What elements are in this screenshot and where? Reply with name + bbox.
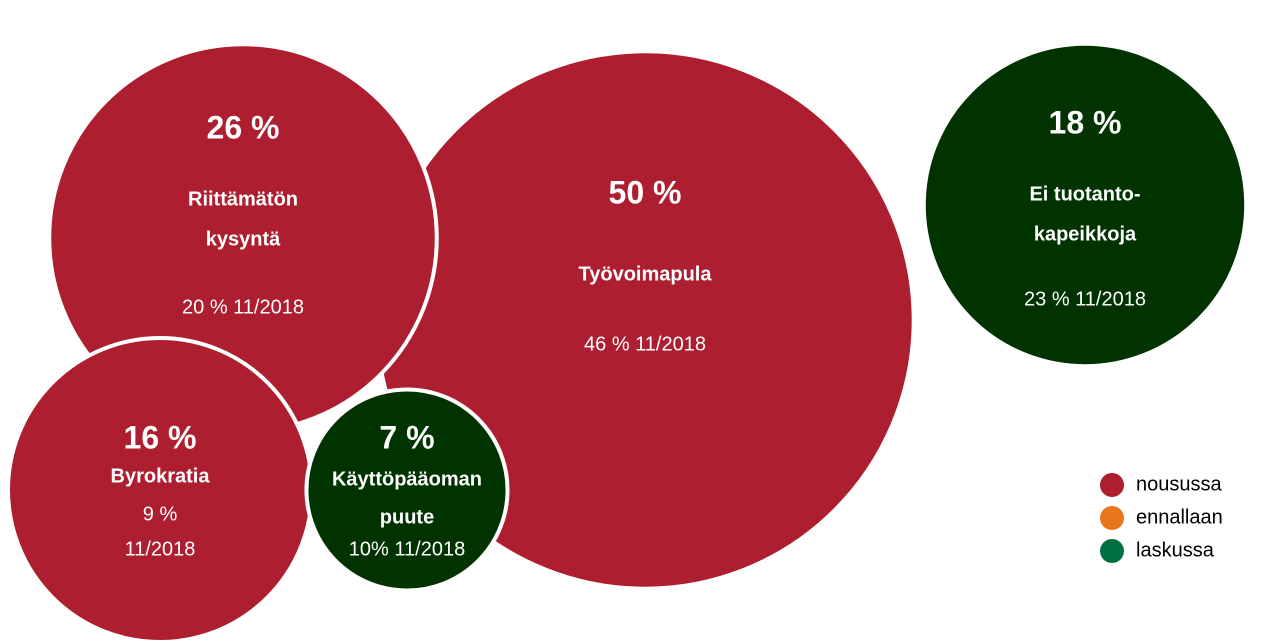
bubble-name: kapeikkoja — [1034, 223, 1137, 245]
value-label: 7 % — [379, 419, 434, 455]
previous-value: 20 % 11/2018 — [182, 296, 304, 318]
bubble — [6, 336, 314, 643]
value-label: 18 % — [1049, 104, 1122, 140]
value-label: 16 % — [124, 419, 197, 455]
legend-swatch — [1100, 506, 1124, 530]
bubble — [304, 387, 510, 593]
bubble-name: Työvoimapula — [579, 263, 713, 285]
bubble-name: kysyntä — [206, 228, 281, 250]
legend-swatch — [1100, 473, 1124, 497]
bubble — [921, 41, 1249, 369]
bubble-name: Ei tuotanto- — [1029, 183, 1140, 205]
legend-label: laskussa — [1136, 539, 1215, 561]
bubble-name: Byrokratia — [111, 465, 211, 487]
bubble-name: Riittämätön — [188, 188, 298, 210]
value-label: 50 % — [609, 174, 682, 210]
previous-value: 46 % 11/2018 — [584, 333, 706, 355]
legend-label: ennallaan — [1136, 506, 1223, 528]
bubble-name: Käyttöpääoman — [332, 468, 482, 490]
value-label: 26 % — [207, 109, 280, 145]
previous-value: 9 % — [143, 503, 178, 525]
previous-value: 23 % 11/2018 — [1024, 288, 1146, 310]
previous-value: 10% 11/2018 — [349, 538, 465, 560]
legend-label: nousussa — [1136, 473, 1222, 495]
legend-swatch — [1100, 539, 1124, 563]
bubble-name: puute — [380, 506, 434, 528]
previous-value: 11/2018 — [125, 538, 196, 560]
